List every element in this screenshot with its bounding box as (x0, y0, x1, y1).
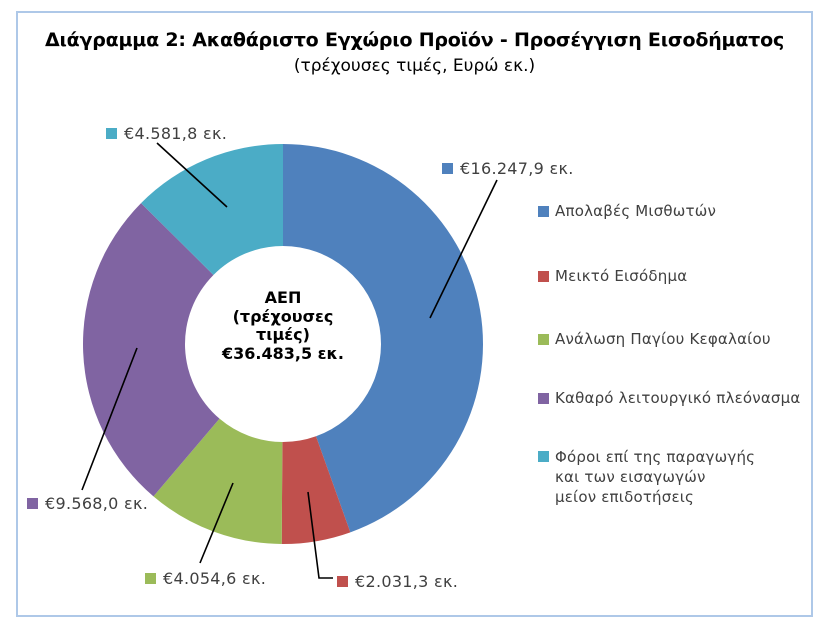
legend-compensation-label: Απολαβές Μισθωτών (555, 202, 717, 220)
donut-slice-4 (141, 144, 283, 275)
leader-line-mixed (307, 491, 333, 579)
legend-mixed-swatch-icon (538, 270, 549, 282)
donut-slice-3 (83, 203, 220, 497)
center-label-line3: τιμές) (256, 325, 310, 344)
data-label-taxes-text: €4.581,8 εκ. (124, 123, 228, 143)
leader-line-compensation (429, 179, 498, 319)
mixed-swatch-icon (337, 575, 348, 587)
donut-slice-0 (283, 144, 483, 533)
legend-item-mixed: Μεικτό Εισόδημα (538, 267, 687, 285)
data-label-surplus-text: €9.568,0 εκ. (45, 493, 149, 513)
donut-slices (83, 144, 483, 545)
center-label-line4: €36.483,5 εκ. (221, 343, 344, 363)
donut-slice-1 (281, 436, 351, 545)
legend-mixed-label: Μεικτό Εισόδημα (555, 267, 688, 285)
chart-subtitle: (τρέχουσες τιμές, Ευρώ εκ.) (293, 56, 536, 76)
data-label-surplus: €9.568,0 εκ. (27, 493, 149, 513)
legend-item-capital: Ανάλωση Παγίου Κεφαλαίου (538, 330, 771, 348)
donut-chart (81, 142, 498, 579)
chart-area: Διάγραμμα 2: Ακαθάριστο Εγχώριο Προϊόν -… (18, 13, 811, 615)
donut-center-label: ΑΕΠ (τρέχουσες τιμές) €36.483,5 εκ. (198, 288, 368, 363)
compensation-swatch-icon (442, 162, 453, 174)
legend-taxes-line2: και των εισαγωγών (555, 468, 706, 486)
data-label-mixed-text: €2.031,3 εκ. (355, 571, 459, 591)
legend-taxes-line1: Φόροι επί της παραγωγής (555, 448, 756, 466)
leader-line-capital (199, 482, 234, 564)
chart-frame: Διάγραμμα 2: Ακαθάριστο Εγχώριο Προϊόν -… (16, 11, 813, 617)
legend-capital-swatch-icon (538, 333, 549, 345)
data-label-compensation-text: €16.247,9 εκ. (460, 158, 574, 178)
data-label-taxes: €4.581,8 εκ. (106, 123, 228, 143)
legend-item-taxes: Φόροι επί της παραγωγής και των εισαγωγώ… (538, 447, 755, 507)
legend-item-compensation: Απολαβές Μισθωτών (538, 202, 716, 220)
donut-slice-2 (153, 418, 283, 544)
leader-line-taxes (156, 142, 228, 208)
legend-surplus-swatch-icon (538, 392, 549, 404)
data-label-capital-text: €4.054,6 εκ. (163, 568, 267, 588)
legend-compensation-swatch-icon (538, 205, 549, 217)
data-label-capital: €4.054,6 εκ. (145, 568, 267, 588)
data-label-mixed: €2.031,3 εκ. (337, 571, 459, 591)
leader-line-surplus (81, 347, 138, 491)
surplus-swatch-icon (27, 497, 38, 509)
legend-surplus-label: Καθαρό λειτουργικό πλεόνασμα (555, 389, 801, 407)
legend-capital-label: Ανάλωση Παγίου Κεφαλαίου (555, 330, 771, 348)
legend-taxes-line3: μείον επιδοτήσεις (555, 488, 695, 506)
legend-item-surplus: Καθαρό λειτουργικό πλεόνασμα (538, 389, 800, 407)
chart-title: Διάγραμμα 2: Ακαθάριστο Εγχώριο Προϊόν -… (44, 29, 785, 51)
center-label-line1: ΑΕΠ (264, 288, 302, 307)
taxes-swatch-icon (106, 127, 117, 139)
leader-lines (81, 142, 498, 579)
capital-swatch-icon (145, 572, 156, 584)
center-label-line2: (τρέχουσες (232, 306, 334, 326)
legend-taxes-label: Φόροι επί της παραγωγής και των εισαγωγώ… (555, 447, 755, 507)
legend-taxes-swatch-icon (538, 451, 549, 462)
data-label-compensation: €16.247,9 εκ. (442, 158, 574, 178)
